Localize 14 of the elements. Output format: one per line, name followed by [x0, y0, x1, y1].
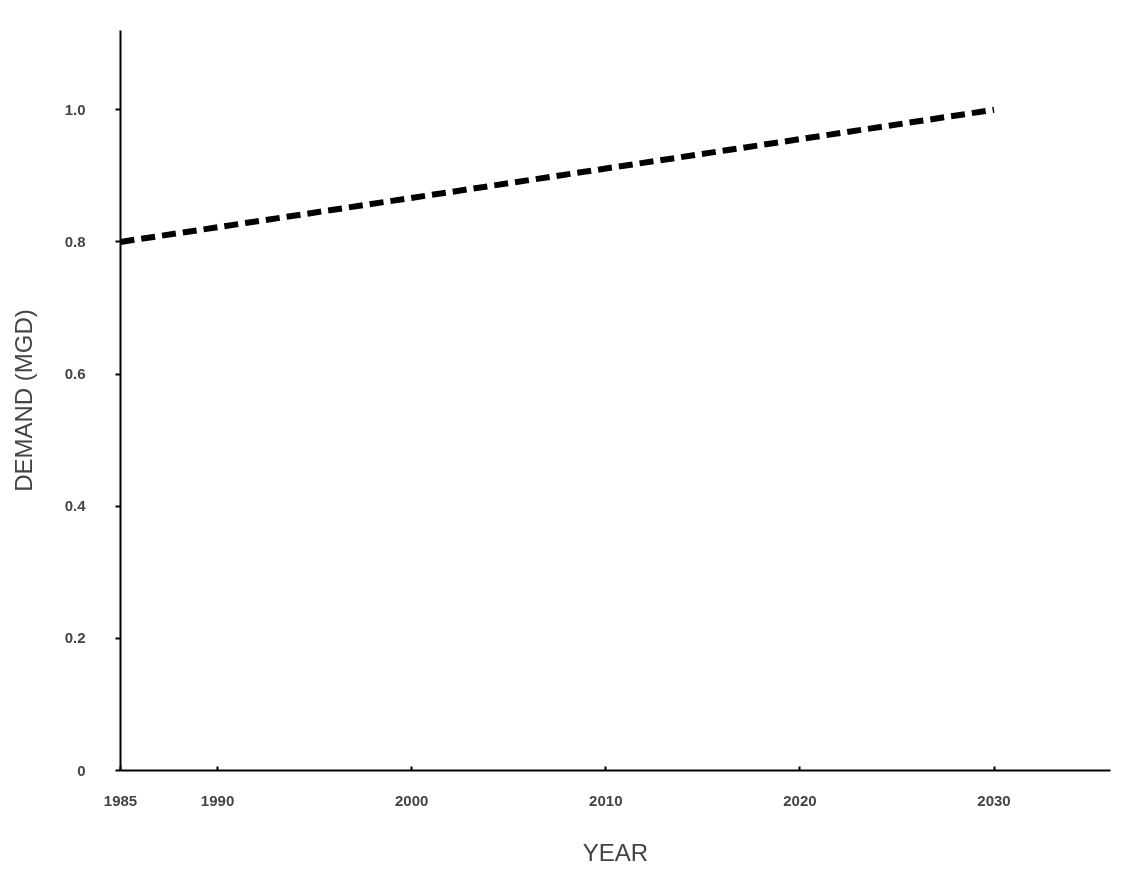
- x-tick-label: 2000: [394, 791, 429, 809]
- x-axis-title: YEAR: [582, 838, 649, 866]
- y-tick-label: 0: [77, 761, 86, 779]
- x-tick-label: 2030: [977, 791, 1011, 809]
- y-axis-title: DEMAND (MGD): [9, 309, 37, 492]
- x-tick-label: 2010: [589, 791, 623, 809]
- x-tick-label: 2020: [783, 791, 817, 809]
- x-tick-label: 1985: [103, 791, 138, 809]
- x-tick-label: 1990: [200, 791, 235, 809]
- y-tick-label: 0.2: [64, 629, 86, 647]
- y-tick-label: 0.8: [64, 232, 86, 250]
- y-tick-label: 1.0: [64, 100, 86, 118]
- y-tick-label: 0.6: [64, 365, 86, 383]
- y-tick-label: 0.4: [64, 497, 87, 515]
